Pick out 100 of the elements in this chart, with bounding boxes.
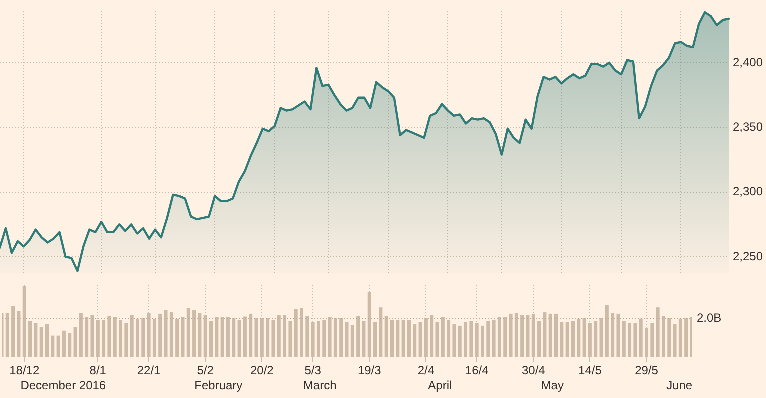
text: February (194, 378, 243, 392)
bar (56, 336, 60, 357)
bar (238, 320, 242, 357)
bar (322, 320, 326, 357)
bar (436, 322, 440, 357)
bar (520, 315, 524, 357)
bar (390, 320, 394, 357)
bar (668, 318, 672, 357)
text: December 2016 (20, 378, 106, 392)
bar (673, 324, 677, 357)
x-tick-label: 5/2 (197, 364, 214, 378)
x-tick-label: 20/2 (250, 364, 274, 378)
bar (226, 317, 230, 357)
bar (186, 308, 190, 357)
bar (554, 314, 558, 357)
bar (158, 314, 162, 357)
bar (130, 315, 134, 357)
bar (413, 324, 417, 357)
bar (17, 311, 21, 357)
bar (300, 308, 304, 357)
bar (430, 315, 434, 357)
x-tick-label: 29/5 (635, 364, 659, 378)
bar (316, 321, 320, 357)
bar (306, 316, 310, 357)
bar (470, 321, 474, 357)
y-tick-label: 2,250 (733, 249, 764, 264)
x-tick-label: 14/5 (578, 364, 602, 378)
bar (452, 324, 456, 357)
bar (639, 318, 643, 357)
bar (328, 317, 332, 357)
bar (656, 308, 660, 357)
text: March (303, 378, 337, 392)
bar (374, 322, 378, 357)
bar (634, 323, 638, 357)
bar (181, 317, 185, 357)
bar (45, 324, 49, 357)
bar (124, 323, 128, 357)
bar (210, 321, 214, 357)
bar (402, 320, 406, 357)
bar (90, 315, 94, 357)
bar (142, 318, 146, 357)
bar (34, 323, 38, 357)
bar (356, 316, 360, 357)
bar (288, 321, 292, 357)
text: June (666, 378, 693, 392)
x-tick-label: 2/4 (418, 364, 435, 378)
bar (28, 321, 32, 357)
bar (509, 314, 513, 357)
bar (215, 317, 219, 357)
bar (119, 320, 123, 357)
x-tick-label: 19/3 (358, 364, 382, 378)
bar (407, 320, 411, 357)
bar (79, 313, 83, 357)
bar (492, 320, 496, 357)
bar (277, 315, 281, 357)
bar (170, 312, 174, 357)
x-tick-label: 16/4 (465, 364, 490, 378)
bar (294, 309, 298, 357)
bar (560, 322, 564, 357)
bar (51, 336, 55, 357)
bar (266, 318, 270, 357)
bar (504, 317, 508, 357)
bar (108, 316, 112, 357)
bar (334, 318, 338, 357)
bar (102, 320, 106, 357)
bar (74, 327, 78, 357)
bar (152, 318, 156, 357)
bar (418, 322, 422, 357)
bar (379, 308, 383, 357)
bar (136, 318, 140, 357)
bar (464, 322, 468, 357)
bar (582, 318, 586, 357)
bar (600, 318, 604, 357)
bar (543, 312, 547, 357)
bar (605, 305, 609, 357)
bar (362, 321, 366, 357)
bar (571, 321, 575, 357)
x-tick-label: 8/1 (90, 364, 107, 378)
bar (12, 306, 16, 357)
bar (220, 317, 224, 357)
bar (577, 318, 581, 357)
text: April (428, 378, 452, 392)
bar (628, 323, 632, 357)
bar (345, 322, 349, 357)
bar (68, 333, 72, 357)
bar (113, 317, 117, 357)
bar (622, 321, 626, 357)
y-tick-label: 2,300 (733, 184, 764, 199)
bar (192, 310, 196, 357)
bar (384, 316, 388, 357)
bar (164, 310, 168, 357)
bar (232, 318, 236, 357)
bar (447, 320, 451, 357)
x-tick-label: 30/4 (522, 364, 546, 378)
bar (616, 314, 620, 357)
bar (538, 321, 542, 357)
bar (198, 313, 202, 357)
y-tick-label: 2,350 (733, 120, 764, 134)
bar (662, 316, 666, 357)
bar (62, 330, 66, 357)
